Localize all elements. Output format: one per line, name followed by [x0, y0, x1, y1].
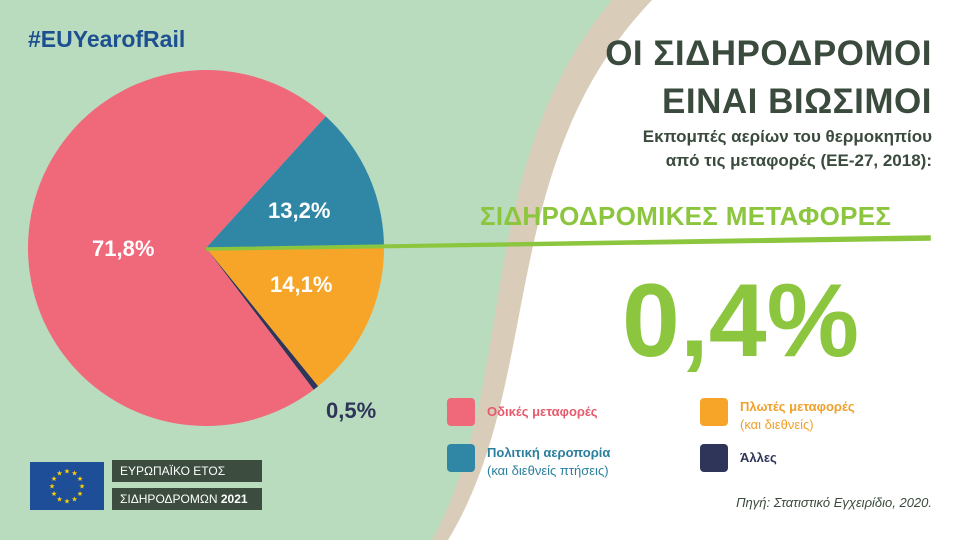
eu-flag-star: ★: [56, 470, 62, 478]
source-note: Πηγή: Στατιστικό Εγχειρίδιο, 2020.: [736, 495, 932, 510]
legend-sublabel-water: (και διεθνείς): [740, 417, 814, 432]
slice-label-other: 0,5%: [326, 398, 377, 423]
white-panel: [448, 0, 960, 540]
slice-label-aviation: 13,2%: [268, 198, 331, 223]
legend-item-water: Πλωτές μεταφορές (και διεθνείς): [700, 398, 855, 434]
eu-flag-star: ★: [51, 475, 57, 483]
legend-label-aviation: Πολιτική αεροπορία: [487, 445, 611, 460]
legend-label-other: Άλλες: [740, 450, 777, 465]
eu-flag-star: ★: [64, 498, 70, 506]
subtitle-line-1: Εκπομπές αερίων του θερμοκηπίου: [642, 127, 932, 146]
pie-slice-water: [206, 248, 384, 387]
badge-line-1: ΕΥΡΩΠΑΪΚΟ ΕΤΟΣ: [112, 460, 262, 482]
legend-swatch-aviation: [447, 444, 475, 472]
year-badge: ΕΥΡΩΠΑΪΚΟ ΕΤΟΣ ΣΙΔΗΡΟΔΡΟΜΩΝ 2021: [112, 460, 262, 510]
eu-flag-star: ★: [56, 495, 62, 503]
rail-heading: ΣΙΔΗΡΟΔΡΟΜΙΚΕΣ ΜΕΤΑΦΟΡΕΣ: [480, 201, 892, 231]
legend-swatch-road: [447, 398, 475, 426]
eu-flag-star: ★: [77, 490, 83, 498]
legend-swatch-water: [700, 398, 728, 426]
rail-share-value: 0,4%: [622, 263, 860, 379]
hashtag-label: #EUYearofRail: [28, 26, 186, 52]
pie-slice-other: [206, 248, 319, 390]
legend-sublabel-aviation: (και διεθνείς πτήσεις): [487, 463, 609, 478]
pie-slice-road: [27, 70, 326, 427]
subtitle-line-2: από τις μεταφορές (ΕΕ-27, 2018):: [665, 151, 932, 170]
title-line-1: ΟΙ ΣΙΔΗΡΟΔΡΟΜΟΙ: [605, 34, 932, 73]
slice-label-water: 14,1%: [270, 272, 333, 297]
legend-label-water: Πλωτές μεταφορές: [740, 399, 855, 414]
badge-year: 2021: [220, 492, 248, 506]
eu-flag-field: [30, 462, 104, 510]
title-line-2: ΕΙΝΑΙ ΒΙΩΣΙΜΟΙ: [662, 82, 932, 121]
badge-line-2-text: ΣΙΔΗΡΟΔΡΟΜΩΝ: [120, 492, 218, 506]
legend-item-aviation: Πολιτική αεροπορία (και διεθνείς πτήσεις…: [447, 444, 610, 480]
eu-flag-star: ★: [79, 483, 85, 491]
legend-swatch-other: [700, 444, 728, 472]
eu-flag-star: ★: [71, 470, 77, 478]
rail-connector-line: [205, 235, 931, 251]
eu-flag-star: ★: [71, 495, 77, 503]
legend-item-road: Οδικές μεταφορές: [447, 398, 598, 426]
legend-label-road: Οδικές μεταφορές: [487, 404, 598, 419]
eu-flag-star: ★: [77, 475, 83, 483]
legend-item-other: Άλλες: [700, 444, 777, 472]
eu-flag-icon: ★ ★★★★★★★★★★★: [30, 462, 104, 510]
slice-label-road: 71,8%: [92, 236, 155, 261]
badge-line-2: ΣΙΔΗΡΟΔΡΟΜΩΝ 2021: [112, 488, 262, 510]
eu-flag-star: ★: [51, 490, 57, 498]
pie-slice-aviation: [206, 116, 384, 248]
eu-flag-star: ★: [64, 468, 70, 476]
eu-flag-star: ★: [49, 483, 55, 491]
